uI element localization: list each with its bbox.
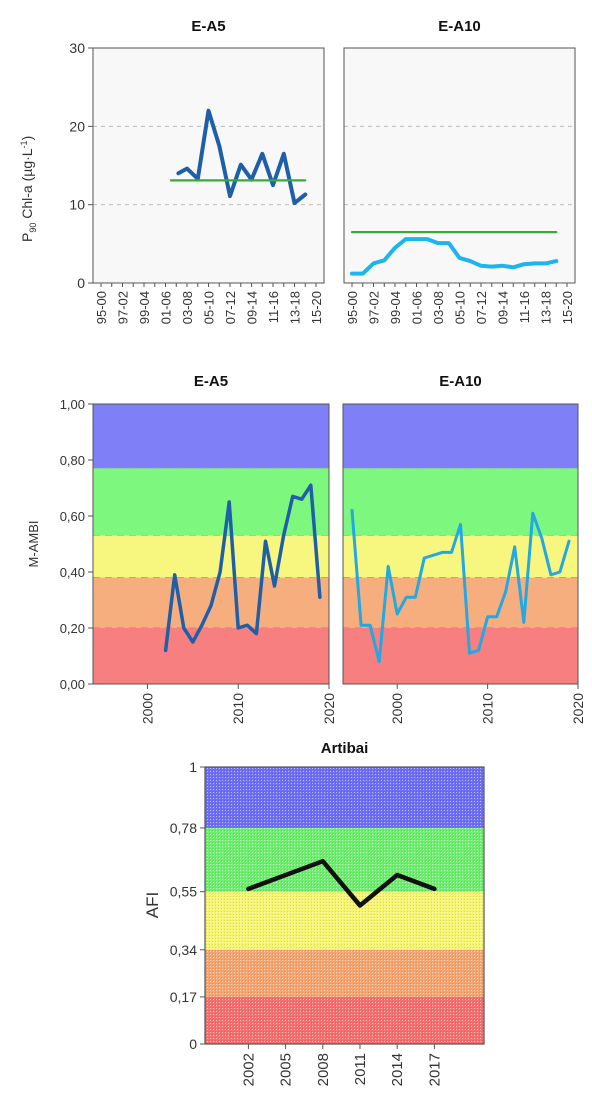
y-tick-label: 0,60: [60, 509, 85, 524]
quality-band: [343, 404, 578, 469]
y-tick-label: 0,34: [170, 942, 197, 958]
quality-band: [205, 891, 484, 950]
y-tick-label: 0,20: [60, 621, 85, 636]
quality-band: [343, 577, 578, 628]
x-tick-label: 11-16: [517, 291, 532, 323]
series-line: [163, 483, 322, 653]
quality-band: [93, 628, 329, 684]
chart-panel-2: E-A5 0,00 0,20 0,40 0,60 0,80 1,00 2000 2010 2020: [60, 373, 337, 724]
x-tick-label: 97-02: [116, 291, 131, 324]
x-tick-label: 2005: [278, 1053, 295, 1086]
plot-background: [344, 48, 575, 283]
x-tick-label: 2002: [240, 1053, 257, 1086]
chart-panel-1: E-A10 95-00 97-02 99-04 01-06 03-08 05-10 07-12…: [343, 18, 576, 324]
plot-background: [93, 48, 324, 283]
x-tick-label: 95-00: [345, 291, 360, 324]
x-tick-label: 03-08: [180, 291, 195, 324]
quality-band: [205, 949, 484, 997]
quality-band: [205, 827, 484, 892]
x-tick-label: 07-12: [474, 291, 489, 324]
x-tick-label: 09-14: [496, 291, 511, 324]
y-axis-label: P90 Chl-a (µg·L-1): [19, 136, 38, 242]
y-tick-label: 0,80: [60, 453, 85, 468]
x-tick-label: 09-14: [245, 291, 260, 324]
quality-band: [93, 535, 329, 578]
x-tick-label: 13-18: [539, 291, 554, 324]
y-tick-label: 1,00: [60, 397, 85, 412]
plot-frame: [342, 403, 579, 685]
x-tick-label: 07-12: [223, 291, 238, 324]
y-tick-label: 0,55: [170, 884, 197, 900]
x-tick-label: 11-16: [266, 291, 281, 323]
chart-panel-3: E-A10 2000 2010 2020: [342, 373, 586, 724]
y-tick-label: 0,78: [170, 820, 197, 836]
x-tick-label: 2008: [315, 1053, 332, 1086]
chart-panel-4: Artibai 0 0,17 0,34 0,55 0,78 1 2002 2005 2008 201…: [170, 740, 485, 1086]
y-tick-label: 0,00: [60, 677, 85, 692]
series-line: [176, 108, 308, 206]
chart-title: E-A5: [191, 18, 225, 35]
plot-frame: [92, 403, 330, 685]
y-tick-label: 0: [189, 1036, 197, 1052]
x-tick-label: 15-20: [309, 291, 324, 324]
x-tick-label: 2010: [230, 693, 246, 724]
chart-title: E-A5: [194, 373, 228, 390]
y-axis-label-part: 90: [28, 223, 38, 233]
y-axis-label-part: ): [19, 136, 35, 141]
x-tick-label: 97-02: [367, 291, 382, 324]
y-axis-label-part: Chl-a (µg·L: [19, 148, 35, 222]
x-tick-label: 15-20: [560, 291, 575, 324]
x-tick-label: 03-08: [431, 291, 446, 324]
y-tick-label: 20: [69, 118, 85, 134]
y-axis-label-part: P: [19, 233, 35, 242]
series-line: [350, 237, 559, 276]
x-tick-label: 2014: [389, 1053, 406, 1086]
y-axis-label-part: -1: [19, 140, 29, 148]
x-tick-label: 2000: [139, 693, 155, 724]
x-tick-label: 05-10: [202, 291, 217, 324]
chart-title: E-A10: [439, 373, 482, 390]
plot-frame: [204, 766, 485, 1045]
y-axis-label: M-AMBI: [26, 521, 41, 568]
x-tick-label: 2020: [321, 693, 337, 724]
y-tick-label: 0,17: [170, 989, 197, 1005]
x-tick-label: 2000: [389, 693, 405, 724]
chart-title: Artibai: [321, 740, 369, 757]
x-tick-label: 99-04: [137, 291, 152, 324]
x-tick-label: 01-06: [159, 291, 174, 324]
x-tick-label: 2011: [352, 1053, 369, 1085]
y-tick-label: 1: [189, 759, 197, 775]
chart-title: E-A10: [438, 18, 481, 35]
y-tick-label: 0,40: [60, 565, 85, 580]
y-tick-label: 30: [69, 40, 85, 56]
x-tick-label: 2020: [570, 693, 586, 724]
x-tick-label: 2017: [426, 1053, 443, 1086]
x-tick-label: 05-10: [453, 291, 468, 324]
quality-band: [205, 996, 484, 1044]
chart-panel-0: E-A5 0 10 20 30 95-00 97-02 99-04 01-06 03-08 05-1…: [69, 18, 325, 324]
x-tick-label: 99-04: [388, 291, 403, 324]
x-tick-label: 01-06: [410, 291, 425, 324]
x-tick-label: 95-00: [94, 291, 109, 324]
x-tick-label: 13-18: [288, 291, 303, 324]
quality-band: [93, 404, 329, 469]
y-tick-label: 0: [77, 275, 85, 291]
x-tick-label: 2010: [480, 693, 496, 724]
quality-band: [93, 468, 329, 536]
y-axis-label: AFI: [143, 892, 162, 918]
y-tick-label: 10: [69, 197, 85, 213]
quality-band: [205, 767, 484, 828]
